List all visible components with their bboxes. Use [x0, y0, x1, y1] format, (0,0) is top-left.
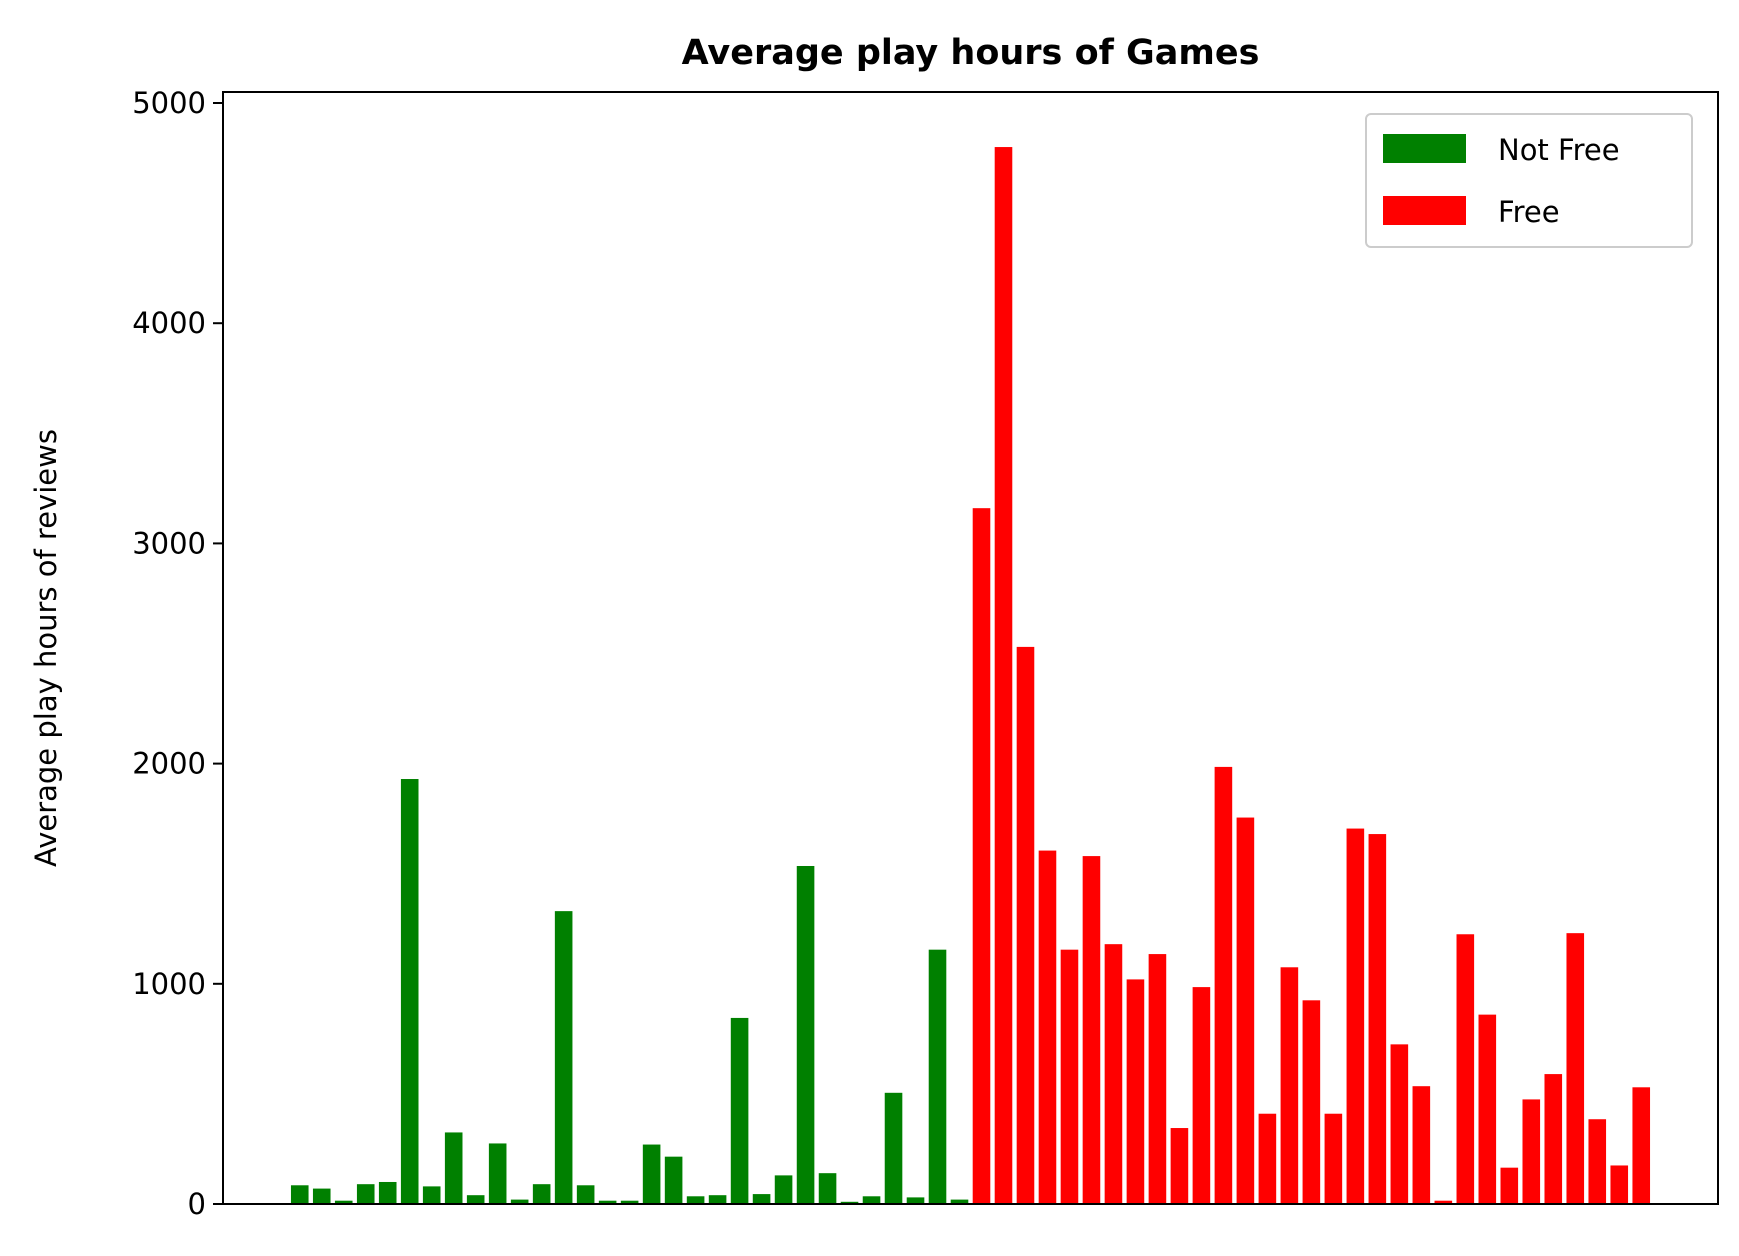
- bar-free-33: [1017, 647, 1035, 1204]
- bar-not-free-17: [665, 1157, 683, 1204]
- bar-not-free-3: [357, 1184, 375, 1204]
- bar-free-59: [1588, 1119, 1606, 1204]
- bar-not-free-11: [533, 1184, 551, 1204]
- bar-free-55: [1501, 1168, 1519, 1204]
- y-tick-label-2000: 2000: [132, 747, 206, 781]
- bar-not-free-19: [709, 1195, 727, 1204]
- bar-not-free-27: [885, 1093, 903, 1204]
- bars-layer: [291, 147, 1650, 1204]
- y-tick-label-0: 0: [188, 1187, 206, 1221]
- bar-free-57: [1544, 1074, 1562, 1204]
- bar-free-44: [1259, 1114, 1277, 1204]
- bar-not-free-4: [379, 1182, 397, 1204]
- y-tick-label-1000: 1000: [132, 967, 206, 1001]
- legend-label-free: Free: [1498, 195, 1560, 229]
- bar-free-54: [1479, 1015, 1497, 1204]
- y-tick-label-4000: 4000: [132, 306, 206, 340]
- bar-free-32: [995, 147, 1013, 1204]
- legend: Not Free Free: [1366, 114, 1692, 247]
- bar-free-38: [1127, 979, 1145, 1204]
- bar-free-46: [1303, 1000, 1321, 1204]
- bar-not-free-8: [467, 1195, 485, 1204]
- legend-swatch-not-free: [1383, 134, 1466, 163]
- legend-swatch-free: [1383, 196, 1466, 225]
- legend-label-not-free: Not Free: [1498, 133, 1620, 167]
- bar-not-free-13: [577, 1185, 595, 1204]
- bar-free-43: [1237, 818, 1255, 1204]
- chart-title: Average play hours of Games: [682, 33, 1260, 73]
- bar-free-45: [1281, 967, 1299, 1204]
- bar-free-35: [1061, 950, 1079, 1204]
- bar-not-free-9: [489, 1143, 507, 1204]
- bar-free-61: [1632, 1087, 1650, 1204]
- bar-not-free-24: [819, 1173, 837, 1204]
- bar-not-free-20: [731, 1018, 749, 1204]
- bar-not-free-22: [775, 1175, 793, 1204]
- bar-free-34: [1039, 851, 1057, 1204]
- bar-not-free-0: [291, 1185, 309, 1204]
- bar-not-free-12: [555, 911, 573, 1204]
- bar-free-36: [1083, 856, 1101, 1204]
- y-axis: 0 1000 2000 3000 4000 5000: [132, 86, 223, 1221]
- bar-free-53: [1457, 934, 1475, 1204]
- bar-not-free-26: [863, 1196, 881, 1204]
- bar-free-50: [1391, 1044, 1409, 1204]
- bar-free-42: [1215, 767, 1233, 1204]
- bar-free-51: [1413, 1086, 1431, 1204]
- bar-not-free-16: [643, 1145, 661, 1204]
- bar-not-free-1: [313, 1189, 331, 1204]
- bar-free-31: [973, 508, 991, 1204]
- bar-not-free-23: [797, 866, 815, 1204]
- bar-not-free-6: [423, 1186, 441, 1204]
- bar-free-49: [1369, 834, 1387, 1204]
- bar-free-39: [1149, 954, 1167, 1204]
- bar-not-free-29: [929, 950, 947, 1204]
- y-tick-label-3000: 3000: [132, 526, 206, 560]
- bar-free-58: [1566, 933, 1584, 1204]
- bar-not-free-5: [401, 779, 419, 1204]
- bar-not-free-7: [445, 1132, 463, 1204]
- bar-free-56: [1522, 1099, 1540, 1204]
- bar-free-37: [1105, 944, 1123, 1204]
- bar-free-47: [1325, 1114, 1343, 1204]
- bar-free-40: [1171, 1128, 1189, 1204]
- y-axis-label: Average play hours of reviews: [29, 429, 63, 867]
- bar-free-41: [1193, 987, 1211, 1204]
- bar-free-48: [1347, 829, 1365, 1204]
- bar-not-free-18: [687, 1196, 705, 1204]
- bar-not-free-21: [753, 1194, 771, 1204]
- y-tick-label-5000: 5000: [132, 86, 206, 120]
- bar-free-60: [1610, 1165, 1628, 1204]
